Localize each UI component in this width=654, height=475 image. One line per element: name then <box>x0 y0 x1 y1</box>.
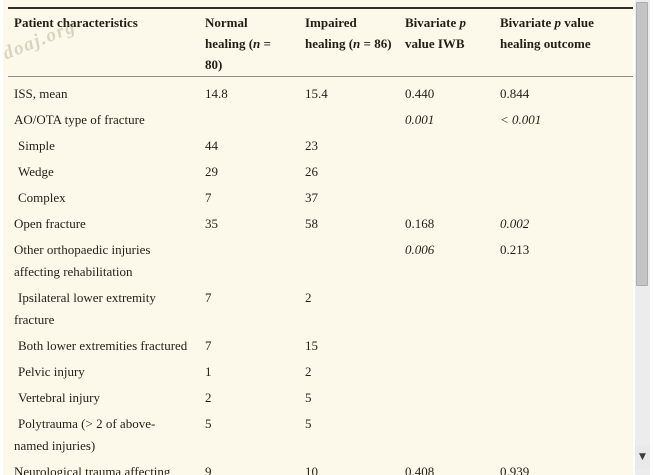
row-cell: 0.213 <box>500 242 530 257</box>
row-cell: 5 <box>305 390 312 405</box>
header-row: Patient characteristics Normal healing (… <box>8 8 633 77</box>
row-cell <box>405 285 500 333</box>
table-row: Other orthopaedic injuries affecting reh… <box>8 237 633 285</box>
row-cell: < 0.001 <box>500 112 542 127</box>
row-cell: 29 <box>205 164 218 179</box>
table-row: Wedge 29 26 <box>8 159 633 185</box>
row-label: Open fracture <box>14 216 86 231</box>
row-cell: 0.939 <box>500 464 530 475</box>
table-row: Neurological trauma affecting 9 10 0.408 0.9… <box>8 459 633 475</box>
row-cell <box>500 385 633 411</box>
row-cell: 0.001 <box>405 112 435 127</box>
row-cell: 7 <box>205 290 212 305</box>
row-cell <box>405 333 500 359</box>
row-label: ISS, mean <box>14 86 68 101</box>
row-cell: 37 <box>305 190 318 205</box>
chevron-down-icon: ▼ <box>639 452 646 462</box>
table-row: Both lower extremities fractured 7 15 <box>8 333 633 359</box>
row-cell: 0.440 <box>405 86 435 101</box>
row-cell: 0.002 <box>500 216 530 231</box>
row-cell: 10 <box>305 464 318 475</box>
row-cell: 5 <box>205 416 212 431</box>
patient-characteristics-table: Patient characteristics Normal healing (… <box>8 7 633 475</box>
table-row: Polytrauma (> 2 of above- named injuries… <box>8 411 633 459</box>
row-cell: 15.4 <box>305 86 328 101</box>
row-label: Complex <box>18 190 66 205</box>
table-body: ISS, mean 14.8 15.4 0.440 0.844 AO/OTA type o… <box>8 77 633 475</box>
table-row: AO/OTA type of fracture 0.001 < 0.001 <box>8 107 633 133</box>
row-cell: 1 <box>205 364 212 379</box>
row-cell: 7 <box>205 190 212 205</box>
row-cell: 0.844 <box>500 86 530 101</box>
row-cell: 0.168 <box>405 216 435 231</box>
row-label: Polytrauma (> 2 of above- named injuries… <box>14 416 156 453</box>
row-label: Pelvic injury <box>18 364 85 379</box>
table-row: Simple 44 23 <box>8 133 633 159</box>
row-cell: 58 <box>305 216 318 231</box>
row-cell <box>405 385 500 411</box>
row-cell <box>405 133 500 159</box>
table-row: Complex 7 37 <box>8 185 633 211</box>
row-cell <box>405 159 500 185</box>
row-cell <box>500 333 633 359</box>
table-row: Ipsilateral lower extremity fracture 7 2 <box>8 285 633 333</box>
row-cell: 9 <box>205 464 212 475</box>
header-normal-healing: Normal healing (n = 80) <box>205 8 305 77</box>
row-cell <box>500 411 633 459</box>
scrollbar-thumb[interactable] <box>636 2 648 286</box>
scroll-down-button[interactable]: ▼ <box>635 445 650 469</box>
table-panel <box>3 0 633 475</box>
table-row: Open fracture 35 58 0.168 0.002 <box>8 211 633 237</box>
row-label: Other orthopaedic injuries affecting reh… <box>14 242 151 279</box>
row-label: Vertebral injury <box>18 390 100 405</box>
row-label: AO/OTA type of fracture <box>14 112 145 127</box>
row-label: Wedge <box>18 164 54 179</box>
row-label: Ipsilateral lower extremity fracture <box>14 290 156 327</box>
row-label: Simple <box>18 138 55 153</box>
row-cell: 0.408 <box>405 464 435 475</box>
row-cell: 2 <box>305 290 312 305</box>
row-cell <box>305 237 405 285</box>
row-cell <box>405 411 500 459</box>
header-impaired-healing: Impaired healing (n = 86) <box>305 8 405 77</box>
row-cell: 23 <box>305 138 318 153</box>
row-cell: 0.006 <box>405 242 435 257</box>
table-row: Vertebral injury 2 5 <box>8 385 633 411</box>
row-cell: 35 <box>205 216 218 231</box>
row-cell <box>205 237 305 285</box>
row-cell <box>500 159 633 185</box>
row-cell <box>405 359 500 385</box>
row-cell: 2 <box>305 364 312 379</box>
row-cell <box>500 285 633 333</box>
row-cell: 44 <box>205 138 218 153</box>
row-cell: 14.8 <box>205 86 228 101</box>
row-cell: 15 <box>305 338 318 353</box>
row-cell: 7 <box>205 338 212 353</box>
row-cell <box>205 107 305 133</box>
header-patient-characteristics: Patient characteristics <box>8 8 205 77</box>
row-cell <box>500 185 633 211</box>
table-row: ISS, mean 14.8 15.4 0.440 0.844 <box>8 77 633 108</box>
table-row: Pelvic injury 1 2 <box>8 359 633 385</box>
row-label: Neurological trauma affecting <box>14 464 171 475</box>
row-cell <box>405 185 500 211</box>
row-cell: 2 <box>205 390 212 405</box>
row-cell <box>305 107 405 133</box>
row-cell: 5 <box>305 416 312 431</box>
header-bivariate-p-iwb: Bivariate p value IWB <box>405 8 500 77</box>
row-cell: 26 <box>305 164 318 179</box>
header-bivariate-p-healing-outcome: Bivariate p value healing outcome <box>500 8 633 77</box>
row-cell <box>500 133 633 159</box>
row-cell <box>500 359 633 385</box>
vertical-scrollbar[interactable]: ▼ <box>635 0 650 475</box>
row-label: Both lower extremities fractured <box>18 338 188 353</box>
